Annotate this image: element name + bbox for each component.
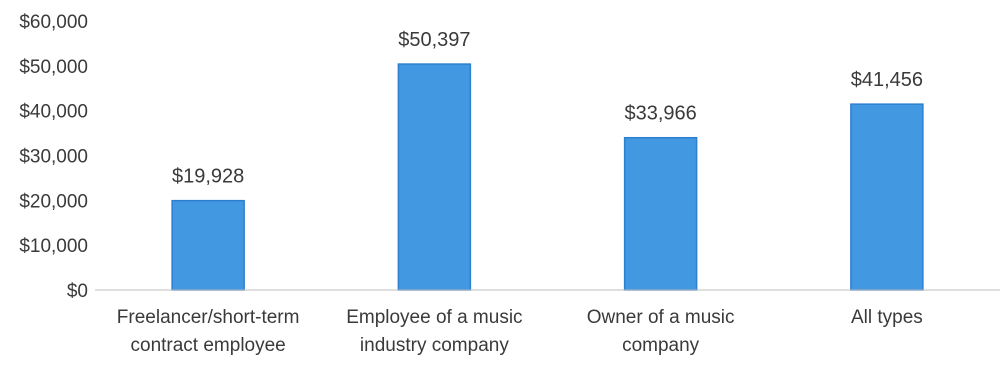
category-label-line: All types	[851, 307, 923, 328]
bar	[850, 103, 924, 291]
category-label: Freelancer/short-term contract employee	[117, 307, 300, 356]
y-tick-label: $40,000	[19, 102, 88, 123]
y-tick-label: $50,000	[19, 57, 88, 78]
y-tick-label: $10,000	[19, 236, 88, 257]
category-label-line: Freelancer/short-term	[117, 307, 300, 328]
y-axis-ticks: $0 $10,000 $20,000 $30,000 $40,000 $50,000 $60…	[19, 12, 88, 302]
category-label-line: contract employee	[131, 335, 286, 356]
bar-value-label: $50,397	[398, 29, 470, 51]
category-label: Owner of a music company	[587, 307, 735, 356]
bar	[171, 199, 245, 291]
category-label-line: company	[622, 335, 700, 356]
y-tick-label: $0	[67, 281, 88, 302]
bar-value-label: $41,456	[851, 69, 923, 91]
y-tick-label: $60,000	[19, 12, 88, 33]
bar	[397, 63, 472, 291]
category-label: Employee of a music industry company	[346, 307, 522, 356]
category-label-line: industry company	[360, 335, 509, 356]
category-label-line: Employee of a music	[346, 307, 522, 328]
category-label-line: Owner of a music	[587, 307, 735, 328]
data-labels: $19,928 $50,397 $33,966 $41,456	[172, 29, 923, 188]
bar-series	[171, 63, 924, 291]
bar-value-label: $33,966	[624, 103, 696, 125]
x-axis-category-labels: Freelancer/short-term contract employee Em…	[117, 307, 923, 356]
y-tick-label: $20,000	[19, 191, 88, 212]
category-label: All types	[851, 307, 923, 328]
bar-value-label: $19,928	[172, 166, 244, 188]
y-tick-label: $30,000	[19, 147, 88, 168]
bar	[623, 136, 698, 291]
